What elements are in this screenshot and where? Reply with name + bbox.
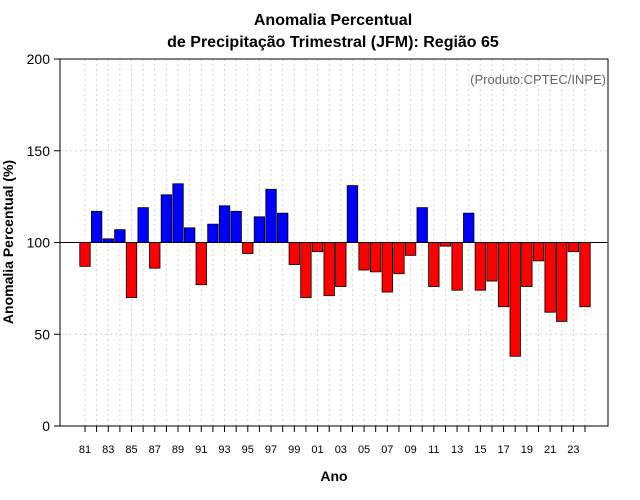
grid xyxy=(60,59,608,426)
y-axis: 0 50 100 150 200 xyxy=(27,51,60,434)
bar-99 xyxy=(288,242,300,265)
bar-04 xyxy=(346,185,359,243)
bar-90 xyxy=(184,227,196,243)
bar-20 xyxy=(532,242,545,262)
bar-18 xyxy=(509,242,521,357)
bar-87 xyxy=(149,242,161,269)
chart-title-line2: de Precipitação Trimestral (JFM): Região… xyxy=(167,34,499,51)
x-tick-label-95: 95 xyxy=(242,444,254,456)
bar-16 xyxy=(486,242,498,282)
x-tick-label-99: 99 xyxy=(288,444,300,456)
bar-10 xyxy=(416,207,428,243)
x-tick-label-19: 19 xyxy=(521,444,533,456)
x-tick-label-93: 93 xyxy=(218,444,230,456)
bar-03 xyxy=(335,242,347,287)
x-axis-label: Ano xyxy=(320,468,347,484)
bar-91 xyxy=(195,242,207,286)
x-tick-label-07: 07 xyxy=(381,444,393,456)
bar-85 xyxy=(125,242,138,298)
y-axis-label: Anomalia Percentual (%) xyxy=(0,160,16,324)
x-tick-label-15: 15 xyxy=(474,444,486,456)
y-tick-label-50: 50 xyxy=(34,326,50,342)
bar-19 xyxy=(521,242,533,287)
bar-94 xyxy=(230,210,242,243)
x-tick-label-05: 05 xyxy=(358,444,370,456)
bar-07 xyxy=(381,242,393,293)
bar-09 xyxy=(404,242,417,256)
y-tick-label-100: 100 xyxy=(27,235,51,251)
credit-text: (Produto:CPTEC/INPE) xyxy=(470,72,606,87)
bar-84 xyxy=(114,229,126,243)
x-axis: 81 83 85 87 89 91 93 95 97 99 01 03 05 07 09 11 13 15 17 19… xyxy=(79,426,586,456)
bar-88 xyxy=(160,194,173,243)
y-tick-label-150: 150 xyxy=(27,143,51,159)
bar-17 xyxy=(497,242,510,308)
chart-title-line1: Anomalia Percentual xyxy=(254,12,412,29)
bar-15 xyxy=(474,242,486,291)
bar-11 xyxy=(428,242,440,287)
bar-93 xyxy=(218,205,231,243)
x-tick-label-23: 23 xyxy=(567,444,579,456)
bar-86 xyxy=(137,207,149,243)
bar-97 xyxy=(265,188,277,243)
bar-00 xyxy=(300,242,312,298)
x-tick-label-11: 11 xyxy=(428,444,439,456)
bar-22 xyxy=(556,242,568,322)
bar-83 xyxy=(102,238,114,243)
bar-21 xyxy=(544,242,556,313)
bar-08 xyxy=(393,242,405,275)
bar-13 xyxy=(451,242,463,291)
bar-92 xyxy=(207,223,219,243)
x-tick-label-17: 17 xyxy=(497,444,509,456)
x-tick-label-03: 03 xyxy=(335,444,347,456)
bar-01 xyxy=(311,242,324,253)
bar-06 xyxy=(370,242,382,273)
x-tick-label-13: 13 xyxy=(451,444,463,456)
bar-23 xyxy=(567,242,580,253)
x-tick-label-89: 89 xyxy=(172,444,184,456)
x-tick-label-97: 97 xyxy=(265,444,277,456)
bar-96 xyxy=(253,216,266,243)
bar-82 xyxy=(90,210,103,243)
y-tick-label-200: 200 xyxy=(27,51,51,67)
bars xyxy=(79,183,591,357)
bar-98 xyxy=(277,212,289,243)
x-tick-label-91: 91 xyxy=(195,444,207,456)
x-tick-label-21: 21 xyxy=(544,444,556,456)
x-tick-label-09: 09 xyxy=(404,444,416,456)
bar-14 xyxy=(463,212,475,243)
x-tick-label-83: 83 xyxy=(102,444,114,456)
bar-81 xyxy=(79,242,91,267)
x-tick-label-01: 01 xyxy=(311,444,323,456)
bar-05 xyxy=(358,242,370,271)
bar-89 xyxy=(172,183,184,243)
y-tick-label-0: 0 xyxy=(42,418,50,434)
x-tick-label-87: 87 xyxy=(149,444,161,456)
x-tick-label-85: 85 xyxy=(125,444,137,456)
bar-95 xyxy=(242,242,254,254)
x-tick-label-81: 81 xyxy=(79,444,91,456)
bar-12 xyxy=(439,242,452,247)
bar-24 xyxy=(579,242,591,308)
bar-02 xyxy=(323,242,335,297)
